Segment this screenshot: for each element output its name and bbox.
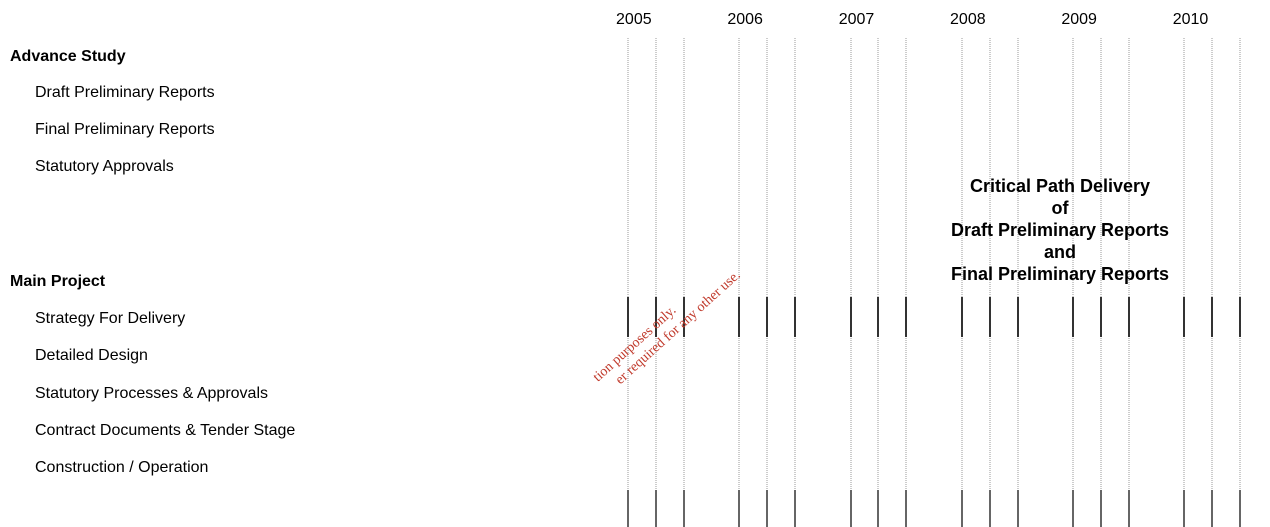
task-label-draft-preliminary-reports: Draft Preliminary Reports [35, 84, 215, 101]
task-label-final-preliminary-reports: Final Preliminary Reports [35, 121, 215, 138]
year-label: 2005 [616, 11, 652, 28]
annotation-line: of [1051, 198, 1069, 218]
year-label: 2006 [727, 11, 763, 28]
task-label-detailed-design: Detailed Design [35, 347, 148, 364]
annotation-line: Final Preliminary Reports [950, 264, 1170, 284]
annotation-line: and [1043, 242, 1076, 262]
group-label-advance-study: Advance Study [10, 48, 126, 65]
year-label: 2007 [839, 11, 875, 28]
task-label-statutory-processes: Statutory Processes & Approvals [35, 385, 268, 402]
annotation-line: Draft Preliminary Reports [950, 220, 1170, 240]
task-label-statutory-approvals: Statutory Approvals [35, 158, 174, 175]
task-label-contract-documents: Contract Documents & Tender Stage [35, 422, 296, 439]
task-label-construction-operation: Construction / Operation [35, 459, 209, 476]
year-label: 2010 [1173, 11, 1209, 28]
group-label-main-project: Main Project [10, 273, 106, 290]
year-label: 2009 [1061, 11, 1097, 28]
annotation-line: Critical Path Delivery [969, 176, 1151, 196]
task-label-strategy-for-delivery: Strategy For Delivery [35, 310, 186, 327]
year-label: 2008 [950, 11, 986, 28]
critical-path-annotation: Critical Path Delivery of Draft Prelimin… [880, 175, 1240, 285]
